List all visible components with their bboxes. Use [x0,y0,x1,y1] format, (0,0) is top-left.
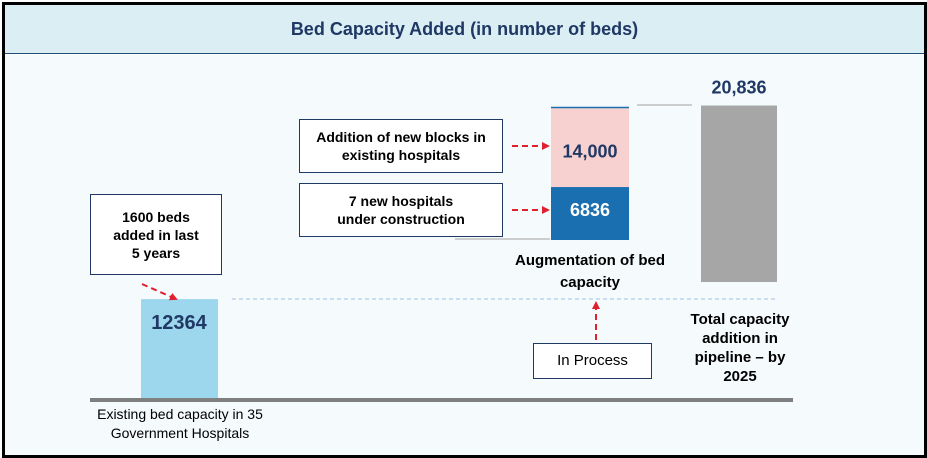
annotation-added-last-5-years: 1600 beds added in last 5 years [90,194,222,275]
bar-new-hospitals [551,187,629,240]
chart-title: Bed Capacity Added (in number of beds) [290,19,639,39]
value-label-existing: 12364 [151,312,207,334]
category-label-augmentation: Augmentation of bed capacity [515,252,665,291]
value-label-new-hospitals: 6836 [570,200,610,220]
value-label-total: 20,836 [711,78,766,98]
category-label-total: Total capacity addition in pipeline – by… [690,311,790,385]
arrow-last-5-years [141,283,178,301]
annotation-new-blocks: Addition of new blocks in existing hospi… [299,119,503,173]
bar-new-blocks [551,107,629,188]
bar-existing-capacity [141,299,218,398]
value-label-new-blocks: 14,000 [562,142,617,162]
bar-total-pipeline [701,105,777,283]
annotation-in-process: In Process [533,343,652,379]
title-bar: Bed Capacity Added (in number of beds) [5,5,924,54]
category-label-existing: Existing bed capacity in 35 Government H… [97,406,263,441]
annotation-new-hospitals: 7 new hospitals under construction [299,183,503,237]
